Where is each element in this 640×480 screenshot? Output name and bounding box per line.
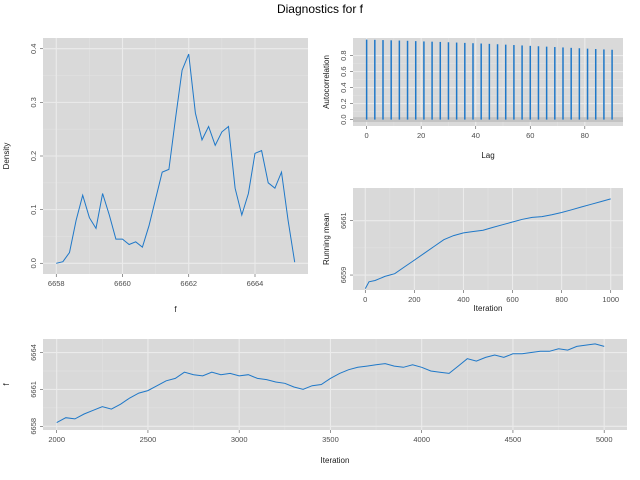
- y-axis-title: Running mean: [322, 213, 331, 265]
- x-tick-label: 600: [506, 295, 519, 304]
- x-tick-label: 200: [408, 295, 421, 304]
- y-tick-label: 0.1: [29, 204, 38, 214]
- y-axis-title: Density: [2, 143, 11, 170]
- x-tick-label: 6658: [48, 279, 65, 288]
- x-tick-label: 40: [472, 131, 480, 140]
- x-tick-label: 6664: [247, 279, 264, 288]
- x-tick-label: 3000: [231, 435, 248, 444]
- x-axis-title: f: [174, 305, 177, 314]
- x-tick-label: 0: [363, 295, 367, 304]
- y-tick-label: 0.2: [29, 151, 38, 161]
- y-tick-label: 0.0: [29, 258, 38, 268]
- x-tick-label: 3500: [322, 435, 339, 444]
- y-tick-label: 6658: [29, 418, 38, 435]
- panel-background: [353, 38, 623, 126]
- autocorrelation-panel: 0 20 40 60 80 0.0 0.2 0.4 0.6 0.8 Lag Autocorrelati…: [322, 38, 623, 160]
- running-mean-panel: 0 200 400 600 800 1000 6659 6661 Iteration Runnin…: [322, 188, 623, 313]
- y-tick-label: 6661: [339, 212, 348, 229]
- x-tick-label: 80: [581, 131, 589, 140]
- y-tick-label: 6661: [29, 381, 38, 398]
- y-tick-label: 6664: [29, 344, 38, 361]
- x-tick-label: 0: [365, 131, 369, 140]
- x-tick-label: 4000: [413, 435, 430, 444]
- y-tick-label: 0.4: [29, 44, 38, 54]
- x-axis-title: Lag: [481, 151, 494, 160]
- density-line: [56, 53, 296, 264]
- x-tick-label: 5000: [596, 435, 613, 444]
- y-tick-label: 0.6: [339, 66, 348, 76]
- x-axis-title: Iteration: [321, 456, 350, 465]
- y-tick-label: 0.0: [339, 114, 348, 124]
- x-axis-title: Iteration: [474, 304, 503, 313]
- x-tick-label: 60: [526, 131, 534, 140]
- x-tick-label: 800: [555, 295, 568, 304]
- x-tick-label: 400: [457, 295, 470, 304]
- y-tick-label: 0.2: [339, 98, 348, 108]
- x-tick-label: 6662: [180, 279, 197, 288]
- y-tick-label: 6659: [339, 267, 348, 284]
- y-tick-label: 0.8: [339, 50, 348, 60]
- running-mean-line: [364, 198, 611, 289]
- x-tick-label: 1000: [602, 295, 619, 304]
- x-tick-label: 4500: [505, 435, 522, 444]
- y-axis-title: Autocorrelation: [322, 55, 331, 109]
- density-panel: 6658 6660 6662 6664 0.0 0.1 0.2 0.3 0.4 f Density: [2, 38, 308, 314]
- trace-panel: 2000 2500 3000 3500 4000 4500 5000 6658 6661 6664…: [2, 339, 627, 465]
- x-tick-label: 2000: [48, 435, 65, 444]
- y-tick-label: 0.3: [29, 97, 38, 107]
- confidence-band: [353, 117, 623, 122]
- trace-line: [56, 343, 605, 424]
- x-tick-label: 20: [417, 131, 425, 140]
- panel-background: [43, 339, 627, 430]
- figure-title: Diagnostics for f: [277, 2, 364, 16]
- y-axis-title: f: [2, 383, 11, 386]
- y-tick-label: 0.4: [339, 82, 348, 92]
- x-tick-label: 6660: [114, 279, 131, 288]
- x-tick-label: 2500: [140, 435, 157, 444]
